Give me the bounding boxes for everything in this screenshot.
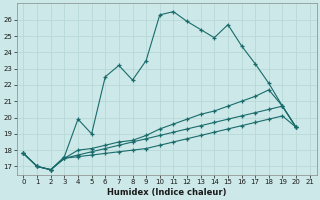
X-axis label: Humidex (Indice chaleur): Humidex (Indice chaleur) — [107, 188, 226, 197]
